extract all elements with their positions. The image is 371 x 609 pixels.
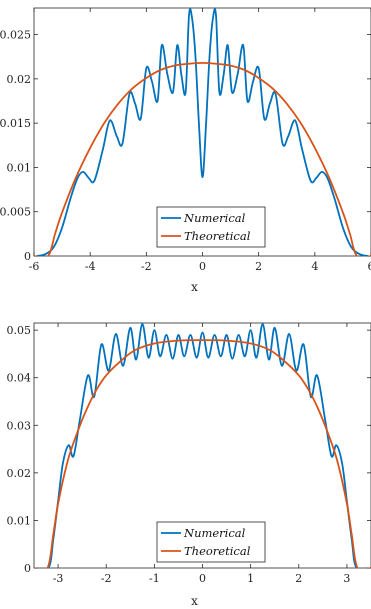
bottom-xtick-label: -3 [53, 572, 64, 585]
bottom-legend-label-numerical: Numerical [183, 526, 246, 540]
top-ytick-label: 0.02 [7, 73, 32, 86]
top-xtick-label: 0 [199, 260, 206, 273]
top-ytick-label: 0.015 [0, 117, 31, 130]
top-series-theoretical-line [34, 62, 371, 256]
bottom-ytick-label: 0 [24, 562, 31, 575]
top-chart: -6 -4 -2 0 2 4 6 0 0.005 0.01 0.015 0.02 0.025 x Numer… [0, 7, 371, 294]
bottom-legend-box [156, 521, 266, 563]
bottom-ytick-label: 0.04 [7, 372, 32, 385]
bottom-xtick-label: 0 [199, 572, 206, 585]
bottom-xtick-label: 1 [247, 572, 254, 585]
top-xtick-label: -4 [85, 260, 96, 273]
bottom-xtick-label: -1 [149, 572, 160, 585]
bottom-xtick-label: 2 [295, 572, 302, 585]
bottom-series-theoretical-line [34, 339, 371, 568]
bottom-ytick-label: 0.03 [7, 419, 32, 432]
top-ytick-label: 0.005 [0, 206, 31, 219]
bottom-xtick-label: -2 [101, 572, 112, 585]
top-xtick-label: 4 [311, 260, 318, 273]
top-xtick-label: 6 [368, 260, 371, 273]
bottom-x-axis-label: x [191, 594, 198, 608]
top-x-axis-label: x [191, 280, 198, 294]
bottom-ytick-label: 0.02 [7, 467, 32, 480]
top-ytick-label: 0.025 [0, 29, 31, 42]
top-xtick-label: -6 [29, 260, 40, 273]
bottom-ytick-label: 0.01 [7, 514, 32, 527]
top-legend-label-numerical: Numerical [183, 211, 246, 225]
bottom-ytick-label: 0.05 [7, 324, 32, 337]
top-ytick-label: 0.01 [7, 161, 32, 174]
top-legend: Numerical Theoretical [156, 206, 266, 248]
bottom-series-numerical-line [34, 323, 371, 568]
top-legend-label-theoretical: Theoretical [184, 229, 251, 243]
top-series-numerical-line [36, 8, 369, 256]
top-xtick-label: 2 [255, 260, 262, 273]
bottom-legend: Numerical Theoretical [156, 521, 266, 563]
bottom-legend-label-theoretical: Theoretical [184, 544, 251, 558]
top-xtick-label: -2 [141, 260, 152, 273]
top-legend-box [156, 206, 266, 248]
bottom-chart: -3 -2 -1 0 1 2 3 0 0.01 0.02 0.03 0.04 0.05 x Numerica… [7, 322, 371, 608]
top-ytick-label: 0 [24, 250, 31, 263]
bottom-xtick-label: 3 [343, 572, 350, 585]
